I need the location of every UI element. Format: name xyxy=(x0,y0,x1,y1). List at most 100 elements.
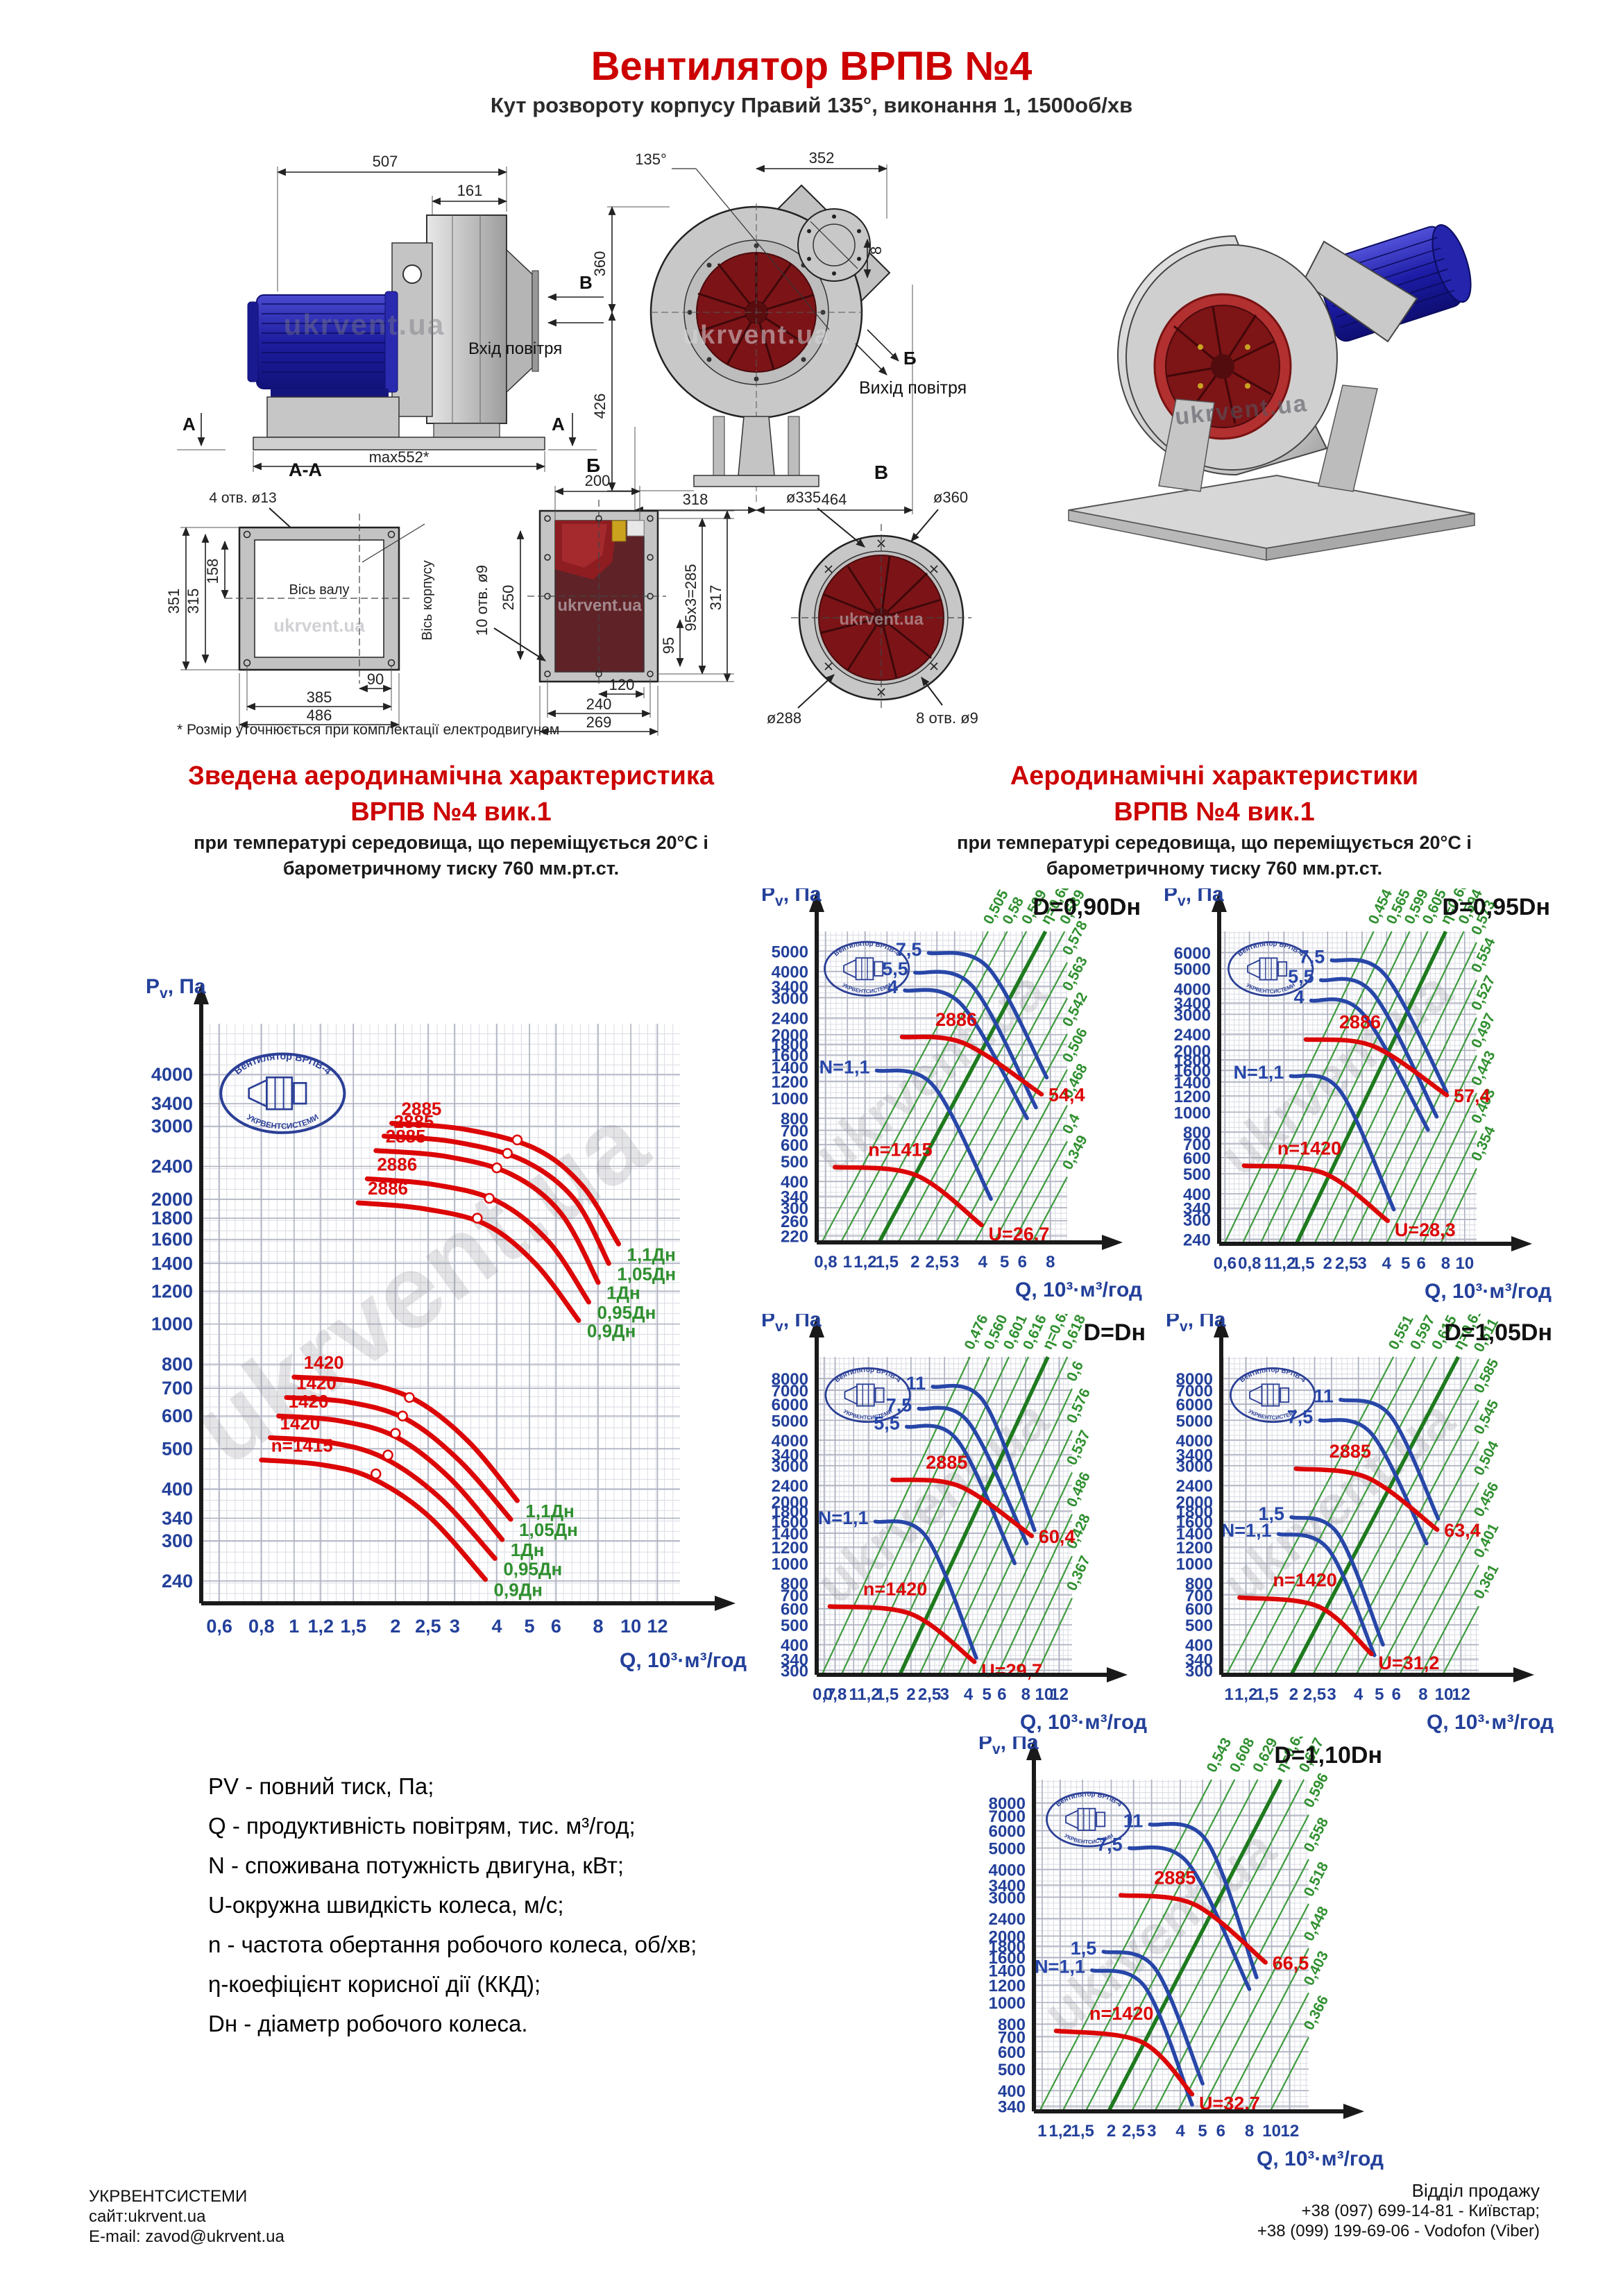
x-tick-label: 0,8 xyxy=(824,1685,847,1704)
y-tick-label: 600 xyxy=(998,2043,1026,2062)
y-tick-label: 400 xyxy=(1185,1637,1213,1655)
efficiency-line xyxy=(1154,1814,1309,2112)
dim-95x3: 95x3=285 xyxy=(682,564,699,631)
power-curve xyxy=(1318,1418,1429,1546)
y-tick-label: 2400 xyxy=(1174,1026,1211,1045)
diameter-label: 1Дн xyxy=(511,1539,545,1560)
housing-leg xyxy=(433,423,500,438)
end-value-label: U=29,7 xyxy=(981,1660,1042,1681)
y-tick-label: 2400 xyxy=(772,1477,808,1496)
efficiency-line xyxy=(1294,930,1448,1245)
efficiency-line xyxy=(877,930,1048,1244)
dim-lines xyxy=(608,164,914,514)
section-v-title: В xyxy=(874,462,888,483)
watermark-text: ukrvent.ua xyxy=(557,596,642,615)
y-tick-label: 600 xyxy=(781,1136,808,1155)
efficiency-label: 0,4 xyxy=(1060,1111,1083,1137)
efficiency-line xyxy=(1350,979,1477,1244)
y-tick-label: 8000 xyxy=(1176,1370,1213,1389)
x-tick-label: 12 xyxy=(647,1616,668,1637)
y-tick-label: 7000 xyxy=(1176,1382,1213,1401)
legend-line: N - споживана потужність двигуна, кВт; xyxy=(208,1852,624,1878)
y-tick-label: 500 xyxy=(998,2061,1026,2079)
section-aa-title: А-А xyxy=(289,459,322,480)
power-curve-label: 7,5 xyxy=(1299,947,1325,968)
x-tick-label: 0,8 xyxy=(814,1253,837,1272)
rpm-label: n=1420 xyxy=(863,1579,927,1600)
y-tick-label: 1000 xyxy=(151,1314,193,1335)
inlet-cone xyxy=(506,248,533,394)
shaft-axis-label: Вісь валу xyxy=(289,582,350,598)
efficiency-line xyxy=(1386,1055,1477,1244)
power-curve-label: N=1,1 xyxy=(1234,1062,1284,1083)
power-curve-label: 11 xyxy=(906,1373,926,1394)
diameter-label: 0,9Дн xyxy=(494,1580,543,1601)
rpm-label: 2886 xyxy=(935,1009,977,1030)
dim-507: 507 xyxy=(373,153,398,170)
x-tick-label: 2,5 xyxy=(918,1685,941,1704)
y-tick-label: 400 xyxy=(998,2082,1026,2101)
pressure-curve xyxy=(1118,1893,1268,1965)
x-tick-label: 3 xyxy=(450,1616,460,1637)
legend-line: U-окружна швидкість колеса, м/с; xyxy=(208,1892,564,1918)
efficiency-line xyxy=(1031,1176,1068,1243)
y-tick-label: 3000 xyxy=(1176,1458,1213,1476)
rpm-label: 1420 xyxy=(280,1412,321,1433)
x-tick-label: 2,5 xyxy=(925,1253,948,1272)
legend-line: Q - продуктивність повітрям, тис. м³/год… xyxy=(208,1813,636,1839)
efficiency-line xyxy=(993,1105,1068,1243)
power-curve xyxy=(931,1383,1037,1533)
y-tick-label: 5000 xyxy=(772,943,808,961)
motor-fins xyxy=(262,303,391,373)
y-tick-label: 500 xyxy=(162,1438,193,1459)
efficiency-line xyxy=(821,931,989,1243)
y-tick-label: 1200 xyxy=(772,1073,808,1092)
legend-line: η-коефіцієнт корисної дії (ККД); xyxy=(208,1971,541,1997)
chart-title: D=Dн xyxy=(1084,1319,1146,1346)
dim-385: 385 xyxy=(307,689,332,706)
y-tick-label: 800 xyxy=(162,1354,193,1375)
site-link[interactable]: сайт:ukrvent.ua xyxy=(89,2207,206,2226)
x-tick-label: 1,5 xyxy=(340,1616,366,1637)
dim-95: 95 xyxy=(660,637,677,654)
x-axis-label: Q, 10³·м³/год xyxy=(1427,1711,1554,1734)
efficiency-line xyxy=(937,1388,1073,1675)
y-tick-label: 2400 xyxy=(151,1156,193,1177)
x-axis-label: Q, 10³·м³/год xyxy=(1425,1280,1552,1303)
left-heading-2: ВРПВ №4 вик.1 xyxy=(350,797,552,827)
y-tick-label: 240 xyxy=(162,1571,193,1592)
y-tick-label: 300 xyxy=(781,1199,808,1218)
dim-158: 158 xyxy=(204,559,221,584)
x-axis-label: Q, 10³·м³/год xyxy=(1015,1278,1142,1301)
diameter-label: 1Дн xyxy=(606,1283,640,1303)
y-tick-label: 1400 xyxy=(772,1059,808,1078)
x-tick-label: 1,2 xyxy=(1234,1685,1257,1704)
y-tick-label: 7000 xyxy=(989,1807,1026,1826)
efficiency-line xyxy=(1404,1092,1477,1244)
rpm-label: n=1420 xyxy=(1089,2003,1153,2024)
efficiency-label: 0,504 xyxy=(1471,1438,1502,1478)
y-tick-label: 1000 xyxy=(1176,1555,1213,1573)
legend-block: PV - повний тиск, Па; Q - продуктивність… xyxy=(208,1766,697,2043)
efficiency-line xyxy=(1246,1992,1309,2112)
side-view-drawing: 507 161 max552* В Вхід повітря А А ukrve… xyxy=(177,153,604,472)
x-tick-label: 1 xyxy=(843,1253,852,1272)
x-tick-label: 2 xyxy=(1323,1254,1332,1273)
chart-title: D=0,95Dн xyxy=(1442,894,1550,920)
x-tick-label: 8 xyxy=(1046,1253,1055,1272)
dim-max552: max552* xyxy=(369,448,430,466)
rear-leg xyxy=(1318,385,1378,492)
right-heading-2: ВРПВ №4 вик.1 xyxy=(1114,797,1315,827)
left-chart-heading: Зведена аеродинамічна характеристика ВРП… xyxy=(97,758,805,881)
v-blades xyxy=(819,556,942,679)
x-tick-label: 5 xyxy=(1401,1254,1410,1273)
grid-major xyxy=(817,1357,1072,1675)
rotation-plane-line xyxy=(695,168,830,330)
y-tick-label: 3400 xyxy=(1174,995,1211,1013)
email-link[interactable]: E-mail: zavod@ukrvent.ua xyxy=(89,2227,284,2246)
y-tick-label: 400 xyxy=(162,1478,193,1499)
efficiency-line xyxy=(1420,1564,1479,1675)
y-tick-label: 240 xyxy=(1183,1231,1211,1249)
section-a-right: А xyxy=(552,414,565,434)
